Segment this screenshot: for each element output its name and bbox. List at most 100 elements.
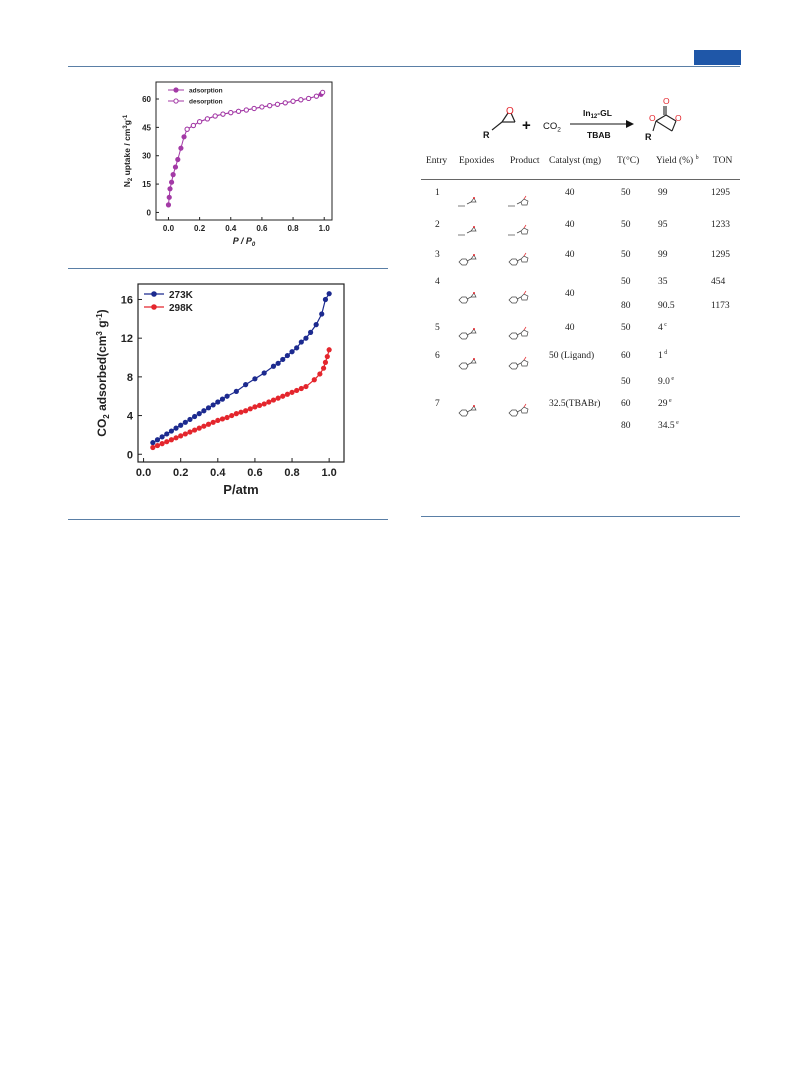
epoxide-oxygen-dot: [473, 292, 475, 294]
product-structure-icon: [508, 224, 529, 236]
additive-label: TBAB: [587, 130, 611, 140]
temperature-cell: 80: [621, 301, 631, 311]
epoxide-ring: [470, 358, 477, 364]
legend-label-adsorption: adsorption: [189, 88, 223, 95]
header-product: Product: [510, 156, 540, 166]
legend-label-desorption: desorption: [189, 99, 223, 106]
phenyl-ring: [508, 258, 519, 266]
273K-point: [243, 382, 249, 388]
desorption-point: [251, 105, 257, 112]
298K-point: [233, 411, 239, 417]
298K-point: [322, 359, 329, 365]
legend-marker: [173, 98, 179, 104]
linker-bond: [516, 362, 522, 366]
x-tick-label: 0.4: [225, 224, 237, 233]
epoxide-ring: [470, 226, 477, 232]
273K-point: [326, 291, 332, 297]
epoxide-structure-icon: [458, 197, 477, 207]
yield-cell: 99: [658, 188, 668, 198]
catalyst-cell: 50 (Ligand): [549, 351, 595, 361]
epoxide-structure-icon: [458, 405, 477, 417]
298K-point: [326, 347, 332, 353]
epoxide-ring: [470, 405, 477, 411]
carbonate-ring: [520, 359, 529, 367]
ton-cell: 1233: [711, 220, 730, 230]
273K-point: [233, 388, 239, 394]
series-line-273K: [152, 293, 330, 444]
x-tick-label: 0.6: [256, 224, 268, 233]
desorption-point: [267, 103, 273, 109]
298K-point: [311, 377, 317, 383]
298K-point: [196, 425, 202, 431]
linker-bond: [516, 409, 522, 413]
273K-point: [275, 360, 281, 366]
epoxide-structure-icon: [458, 254, 477, 266]
273K-point: [313, 322, 319, 328]
yield-cell: 35: [658, 277, 668, 287]
x-tick-label: 0.4: [210, 467, 226, 479]
298K-point: [256, 402, 263, 409]
273K-point: [201, 408, 207, 414]
298K-point: [215, 417, 221, 424]
298K-point: [229, 412, 235, 419]
carbonyl-bond: [523, 252, 527, 257]
temperature-cell: 50: [621, 323, 631, 333]
temperature-cell: 50: [621, 377, 631, 387]
y-tick-label: 30: [142, 152, 151, 161]
adsorption-point: [168, 179, 175, 185]
273K-point: [252, 376, 258, 382]
epoxide-r: R: [483, 130, 490, 140]
carbonate-ring: [520, 329, 529, 337]
temperature-cell: 80: [621, 421, 631, 431]
273K-point: [219, 396, 226, 402]
298K-point: [266, 399, 272, 405]
temperature-cell: 50: [621, 277, 631, 287]
carbonate-ring: [520, 406, 529, 414]
y-tick-label: 0: [127, 449, 133, 461]
x-tick-label: 0.0: [136, 467, 151, 479]
x-tick-label: 0.8: [284, 467, 299, 479]
273K-point: [322, 296, 329, 303]
product-structure-icon: [508, 252, 529, 266]
yield-footnote: c: [662, 321, 667, 328]
298K-point: [205, 421, 212, 427]
catalyst-cell: 40: [565, 289, 575, 299]
arrow-head: [626, 120, 634, 128]
273K-point: [154, 437, 161, 443]
273K-point: [168, 428, 175, 434]
y-tick-label: 60: [142, 95, 151, 104]
y-tick-label: 45: [142, 123, 151, 132]
x-axis-label: P / P0: [233, 236, 256, 248]
phenyl-ring: [508, 332, 519, 340]
298K-point: [252, 404, 258, 410]
desorption-point: [274, 101, 281, 107]
carbonate-ring: [520, 293, 529, 301]
x-tick-label: 1.0: [319, 224, 331, 233]
carbonyl-bond: [523, 224, 527, 229]
journal-accent-tab: [694, 50, 741, 65]
product-structure-icon: [508, 195, 529, 207]
273K-point: [164, 431, 170, 437]
temperature-cell: 60: [621, 399, 631, 409]
epoxide-oxygen-dot: [473, 197, 475, 199]
phenyl-ring: [458, 409, 469, 417]
273K-point: [192, 413, 198, 420]
product-structure-icon: [508, 356, 529, 370]
298K-point: [182, 431, 188, 437]
298K-point: [238, 409, 244, 415]
linker-bond: [516, 296, 522, 300]
phenyl-ring: [508, 362, 519, 370]
epoxide-structure-icon: [458, 226, 477, 236]
desorption-point: [228, 110, 234, 116]
desorption-point: [212, 113, 218, 119]
adsorption-point: [175, 156, 181, 163]
yield-footnote: e: [669, 375, 675, 382]
phenyl-ring: [458, 332, 469, 340]
298K-point: [168, 437, 175, 443]
catalyst-cell: 40: [565, 220, 575, 230]
cyclic-carbonate-structure: O O O R: [645, 96, 682, 142]
yield-footnote: e: [667, 397, 672, 404]
desorption-point: [243, 107, 249, 113]
epoxide-structure: O R: [483, 106, 516, 140]
desorption-point: [290, 98, 296, 104]
